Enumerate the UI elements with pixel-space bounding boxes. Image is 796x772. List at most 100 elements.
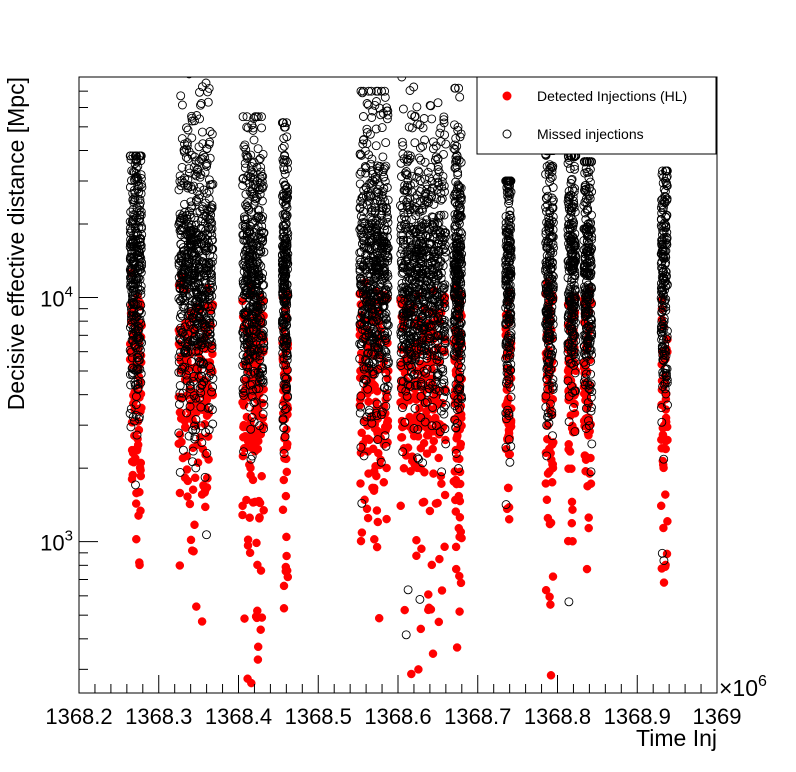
detected-point (250, 447, 260, 456)
detected-point (661, 490, 670, 499)
detected-point (188, 443, 198, 453)
detected-point (364, 397, 373, 406)
detected-point (541, 479, 551, 488)
detected-point (356, 536, 366, 546)
detected-point (657, 444, 666, 453)
detected-point (431, 413, 440, 423)
detected-point (371, 462, 380, 471)
detected-point (451, 564, 461, 574)
detected-point (369, 486, 379, 495)
detected-point (363, 513, 373, 523)
detected-point (187, 546, 197, 555)
data-points (125, 77, 672, 688)
detected-point (197, 617, 207, 626)
detected-point (134, 425, 144, 435)
detected-point (278, 505, 288, 515)
detected-point (242, 495, 251, 505)
detected-point (282, 467, 292, 477)
detected-point (455, 607, 464, 616)
detected-point (431, 499, 441, 508)
detected-point (661, 413, 671, 423)
detected-point (176, 414, 186, 423)
detected-point (357, 428, 366, 438)
detected-point (279, 475, 289, 485)
detected-point (382, 514, 391, 524)
detected-point (425, 506, 435, 516)
detected-point (567, 518, 577, 528)
detected-point (457, 533, 466, 543)
detected-point (282, 551, 291, 561)
detected-point (132, 534, 141, 544)
detected-point (129, 458, 139, 467)
detected-point (568, 505, 577, 514)
detected-point (424, 431, 433, 440)
detected-point (584, 523, 593, 533)
detected-point (451, 542, 461, 552)
detected-point (279, 604, 289, 613)
detected-point (657, 435, 666, 444)
detected-point (257, 613, 267, 622)
detected-point (659, 523, 668, 533)
detected-point (428, 649, 438, 658)
detected-point (435, 554, 444, 564)
detected-point (374, 613, 384, 623)
detected-point (175, 488, 185, 498)
detected-point (437, 479, 446, 488)
detected-point (360, 495, 369, 505)
detected-point (503, 483, 513, 493)
detected-point (657, 564, 667, 573)
detected-point (372, 506, 382, 515)
detected-point (397, 433, 407, 442)
detected-point (504, 515, 514, 524)
detected-point (373, 517, 383, 527)
detected-point (356, 479, 365, 488)
detected-point (427, 560, 437, 570)
detected-point (663, 517, 672, 526)
detected-point (396, 501, 405, 511)
detected-point (504, 429, 514, 438)
detected-point (177, 437, 186, 447)
detected-point (256, 625, 265, 634)
detected-point (240, 614, 249, 623)
detected-point (546, 600, 555, 609)
detected-point (253, 606, 262, 616)
detected-point (545, 467, 554, 476)
detected-point (357, 528, 367, 537)
detected-point (548, 572, 558, 581)
detected-point (128, 470, 138, 480)
detected-point (407, 669, 416, 679)
detected-point (456, 578, 466, 588)
detected-point (372, 542, 382, 552)
detected-point (564, 440, 573, 449)
detected-point (400, 605, 409, 615)
missed-point (134, 205, 144, 215)
detected-point (452, 643, 462, 652)
detected-point (136, 506, 145, 516)
detected-point (406, 467, 415, 476)
detected-point (410, 393, 419, 402)
detected-point (192, 602, 201, 611)
detected-point (422, 407, 431, 416)
missed-point (136, 244, 146, 254)
detected-point (247, 431, 257, 441)
detected-point (201, 502, 210, 512)
detected-point (429, 436, 439, 446)
detected-point (414, 665, 423, 674)
detected-point (580, 451, 590, 460)
detected-point (255, 513, 264, 522)
detected-point (257, 471, 266, 481)
detected-point (567, 497, 577, 507)
detected-point (582, 564, 592, 574)
detected-point (185, 499, 195, 509)
detected-point (199, 481, 208, 491)
detected-point (545, 519, 555, 529)
detected-point (256, 566, 266, 575)
detected-point (183, 492, 192, 501)
detected-point (661, 405, 671, 414)
detected-point (419, 438, 429, 448)
detected-point (541, 585, 551, 595)
detected-point (424, 590, 433, 599)
detected-point (281, 491, 291, 501)
detected-point (565, 447, 575, 456)
